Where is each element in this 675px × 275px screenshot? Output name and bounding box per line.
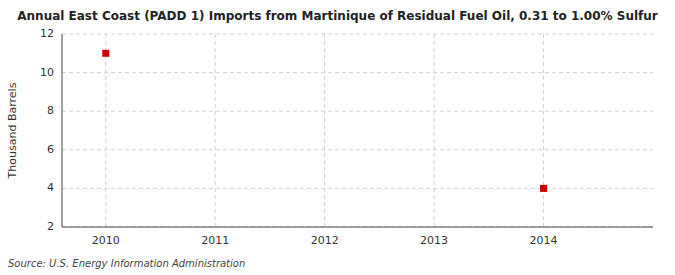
y-grid-line <box>62 111 653 112</box>
x-grid-line <box>105 34 106 227</box>
y-grid-line <box>62 72 653 73</box>
x-grid-line <box>215 34 216 227</box>
y-axis-label: Thousand Barrels <box>6 82 19 179</box>
points <box>102 50 547 192</box>
x-tick-label: 2012 <box>311 234 339 247</box>
x-grid-line <box>543 34 544 227</box>
x-tick-label: 2010 <box>92 234 120 247</box>
y-tick-label: 2 <box>47 220 54 233</box>
x-axis-line <box>62 227 653 228</box>
y-grid-line <box>62 227 653 228</box>
chart: 2 4 6 8 10 12 2010 2011 2012 2013 2014 Thousand Bar… <box>0 0 675 275</box>
x-grid-line <box>434 34 435 227</box>
x-tick-label: 2013 <box>420 234 448 247</box>
y-grid-line <box>62 149 653 150</box>
source: Source: U.S. Energy Information Administ… <box>8 258 245 269</box>
y-grid-line <box>62 188 653 189</box>
x-tick-label: 2014 <box>530 234 558 247</box>
x-grid-line <box>324 34 325 227</box>
y-axis-line <box>62 34 63 227</box>
grid <box>62 34 653 227</box>
point <box>102 50 109 57</box>
y-tick-label: 8 <box>47 104 54 117</box>
title: Annual East Coast (PADD 1) Imports from … <box>17 9 658 23</box>
y-tick-label: 12 <box>40 27 54 40</box>
y-tick-label: 10 <box>40 66 54 79</box>
point <box>540 185 547 192</box>
y-tick-label: 6 <box>47 143 54 156</box>
y-tick-label: 4 <box>47 181 54 194</box>
x-tick-label: 2011 <box>201 234 229 247</box>
y-grid-line <box>62 34 653 35</box>
